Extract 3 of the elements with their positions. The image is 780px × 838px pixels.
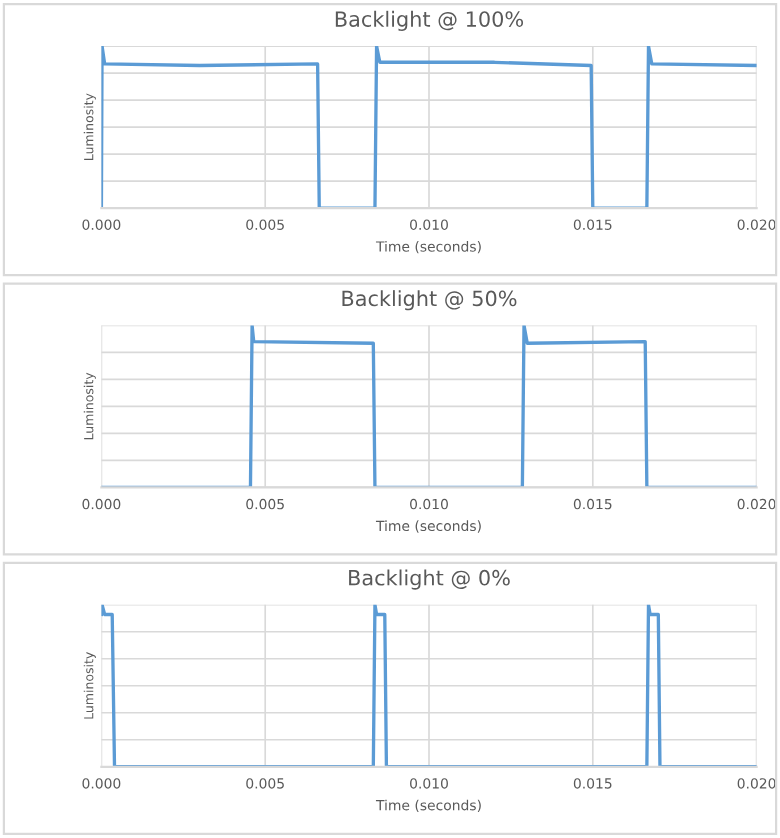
chart-title: Backlight @ 50% <box>342 290 517 311</box>
chart-title: Backlight @ 0% <box>349 569 510 590</box>
chart-title: Backlight @ 100% <box>335 10 524 31</box>
